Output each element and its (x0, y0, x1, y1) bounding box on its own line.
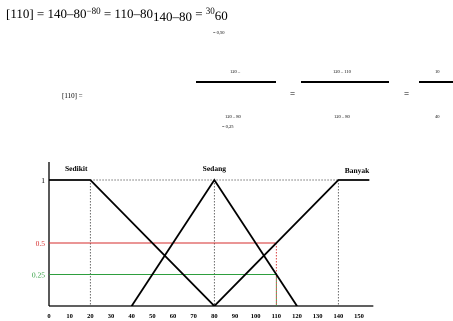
y-tick-label: 1 (41, 176, 45, 185)
x-tick-label: 140 (333, 313, 343, 320)
x-tick-label: 70 (190, 313, 197, 320)
membership-function-chart: Sedikit Sedang Banyak 1 0.5 0.25 0 10 20 30 40 50 60… (32, 162, 374, 320)
fraction2-numerator: 120 – 110 (333, 69, 351, 74)
fraction2-bar (301, 81, 389, 83)
fraction-lhs: [110] = (62, 92, 83, 100)
fraction3-bar (419, 81, 453, 83)
equation-term-1: 140–80−80 (47, 6, 101, 21)
x-tick-label: 20 (87, 313, 94, 320)
x-tick-label: 90 (232, 313, 239, 320)
fraction1-bar (196, 81, 276, 83)
y-tick-label: 0.25 (32, 271, 45, 280)
equation-lhs: [110] = (6, 6, 45, 21)
equation-term-5: 60 (214, 8, 228, 23)
fraction3-denominator: 40 (435, 114, 440, 119)
equals-sign-1: = (290, 89, 296, 99)
x-tick-label: 10 (66, 313, 73, 320)
series-line-sedikit (49, 179, 215, 307)
fraction1-denominator: 120 – 80 (225, 114, 241, 119)
x-tick-label: 80 (211, 313, 218, 320)
series-line-banyak (213, 179, 370, 307)
series-label-sedang: Sedang (203, 164, 227, 173)
x-tick-label: 30 (108, 313, 115, 320)
equation-result: = 0,50 (213, 30, 225, 35)
membership-equation-line: [110] = 140–80−80 = 110–80140–80 = 3060 (6, 6, 228, 24)
x-tick-label: 50 (149, 313, 156, 320)
x-tick-label: 40 (128, 313, 135, 320)
x-tick-label: 130 (313, 313, 323, 320)
equation-term-2: = 110–80 (100, 6, 153, 21)
fraction1-result: = 0,25 (222, 124, 234, 129)
fraction3-numerator: 10 (435, 69, 440, 74)
fraction1-numerator: 120 – (230, 69, 241, 74)
x-tick-label: 60 (170, 313, 177, 320)
equation-term-4: = 30 (191, 6, 215, 21)
series-label-sedikit: Sedikit (65, 164, 88, 173)
x-tick-label: 110 (272, 313, 281, 320)
series-label-banyak: Banyak (345, 166, 370, 175)
equals-sign-2: = (404, 89, 410, 99)
x-tick-label: 120 (292, 313, 302, 320)
x-tick-label: 150 (354, 313, 364, 320)
fraction2-denominator: 120 – 80 (334, 114, 350, 119)
y-tick-label: 0.5 (36, 239, 46, 248)
series-line-sedang (130, 178, 298, 307)
x-tick-label: 0 (47, 313, 50, 320)
equation-term-3: 140–80 (152, 9, 192, 24)
x-tick-label: 100 (251, 313, 261, 320)
